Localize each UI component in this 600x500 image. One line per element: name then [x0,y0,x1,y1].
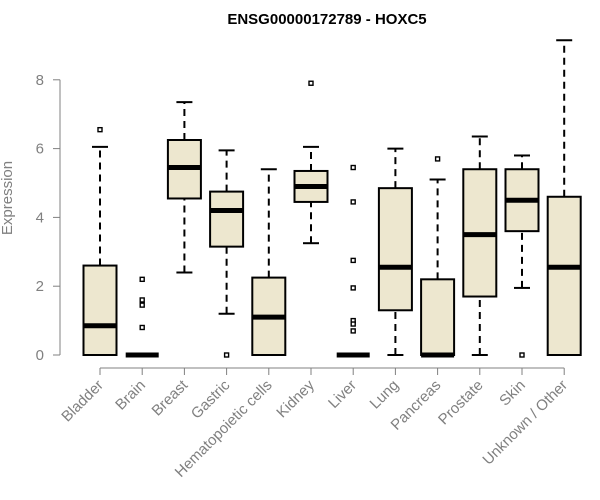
outlier-point [139,276,145,283]
box-skin [504,154,540,358]
x-tick-label: Bladder [58,377,107,426]
box-body [420,278,456,357]
chart-title: ENSG00000172789 - HOXC5 [227,11,426,28]
box-prostate [462,135,498,356]
outlier-point [434,156,441,162]
box-bladder [82,126,118,356]
box-unknown-other [546,39,582,356]
box-breast [166,101,202,274]
outlier-point [223,352,230,358]
x-tick-label: Brain [112,377,149,414]
x-tick-label: Skin [496,377,529,410]
box-hematopoietic-cells [251,168,287,357]
box-kidney [293,80,329,245]
x-tick-label: Liver [325,377,360,412]
box-body [82,264,118,356]
box-body [377,187,413,312]
outlier-point [519,352,525,358]
outlier-point [350,321,356,327]
outlier-point [350,199,356,205]
x-tick-label: Breast [149,376,192,419]
outlier-point [350,257,356,264]
box-pancreas [420,156,456,358]
box-liver [336,164,370,358]
outlier-point [350,285,356,291]
outlier-point [139,324,145,331]
box-brain [125,276,159,358]
x-tick-label: Kidney [273,376,318,421]
outlier-point [350,164,356,171]
y-tick-label: 6 [36,141,44,158]
y-axis: 0 2 4 6 8 [36,72,61,364]
y-tick-label: 0 [36,347,44,364]
y-tick-label: 2 [36,278,44,295]
y-tick-label: 4 [36,209,44,226]
box-body [546,195,582,356]
outlier-point [97,126,103,133]
outlier-point [139,302,145,308]
box-gastric [209,149,245,358]
outlier-point [308,80,314,86]
x-tick-label: Prostate [435,377,487,429]
outlier-point [350,328,356,334]
box-lung [377,147,413,356]
y-tick-label: 8 [36,72,44,89]
y-axis-label: Expression [0,161,16,235]
x-tick-label: Lung [367,377,403,413]
box-body [209,190,245,248]
boxes-group [82,39,582,358]
outlier-point [139,297,145,303]
